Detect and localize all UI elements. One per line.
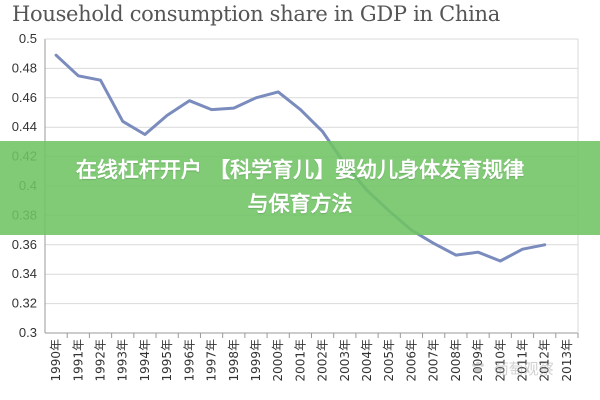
y-tick-label: 0.48 (12, 60, 37, 75)
y-tick-label: 0.34 (12, 266, 37, 281)
series-line (54, 53, 547, 263)
y-tick-label: 0.3 (19, 325, 37, 340)
banner-line-1: 在线杠杆开户 【科学育儿】婴幼儿身体发育规律 (75, 158, 525, 182)
x-tick-label: 1997年 (205, 339, 219, 382)
x-tick-label: 1994年 (138, 339, 152, 382)
x-tick-label: 1996年 (182, 339, 196, 382)
data-series (54, 53, 547, 263)
x-tick-label: 1992年 (94, 339, 108, 382)
x-tick-label: 1990年 (49, 339, 63, 382)
x-tick-label: 2004年 (360, 339, 374, 382)
x-tick-label: 2013年 (560, 339, 574, 382)
x-tick-label: 1999年 (249, 339, 263, 382)
y-tick-label: 0.46 (12, 90, 37, 105)
y-tick-label: 0.44 (12, 119, 37, 134)
banner-line-2: 与保育方法 (247, 192, 353, 216)
paw-icon (472, 361, 484, 374)
x-tick-label: 2002年 (316, 339, 330, 382)
x-tick-label: 2011年 (515, 339, 529, 382)
x-tick-label: 2012年 (538, 339, 552, 382)
x-tick-label: 2007年 (427, 339, 441, 382)
x-tick-labels: 1990年 1991年 1992年 1993年 1994年 1995年 1996年 1997年… (49, 339, 574, 382)
y-tick-label: 0.32 (12, 296, 37, 311)
y-tick-label: 0.36 (12, 237, 37, 252)
promo-banner[interactable]: 在线杠杆开户 【科学育儿】婴幼儿身体发育规律 与保育方法 (0, 141, 600, 235)
x-tick-label: 2000年 (271, 339, 285, 382)
x-tick-label: 2003年 (338, 339, 352, 382)
x-tick-label: 1991年 (71, 339, 85, 382)
x-tick-label: 2008年 (449, 339, 463, 382)
chart-title: Household consumption share in GDP in Ch… (12, 2, 500, 26)
x-tick-label: 2001年 (293, 339, 307, 382)
x-tick-label: 2010年 (493, 339, 507, 382)
x-tick-label: 2009年 (471, 339, 485, 382)
watermark-text: 葡萄观察 (493, 360, 554, 378)
x-tick-label: 1993年 (116, 339, 130, 382)
x-tick-label: 2005年 (382, 339, 396, 382)
y-tick-label: 0.5 (19, 31, 37, 46)
watermark: 葡萄观察 (470, 358, 554, 379)
x-tick-label: 2006年 (404, 339, 418, 382)
x-tick-label: 1998年 (227, 339, 241, 382)
x-tick-label: 1995年 (160, 339, 174, 382)
